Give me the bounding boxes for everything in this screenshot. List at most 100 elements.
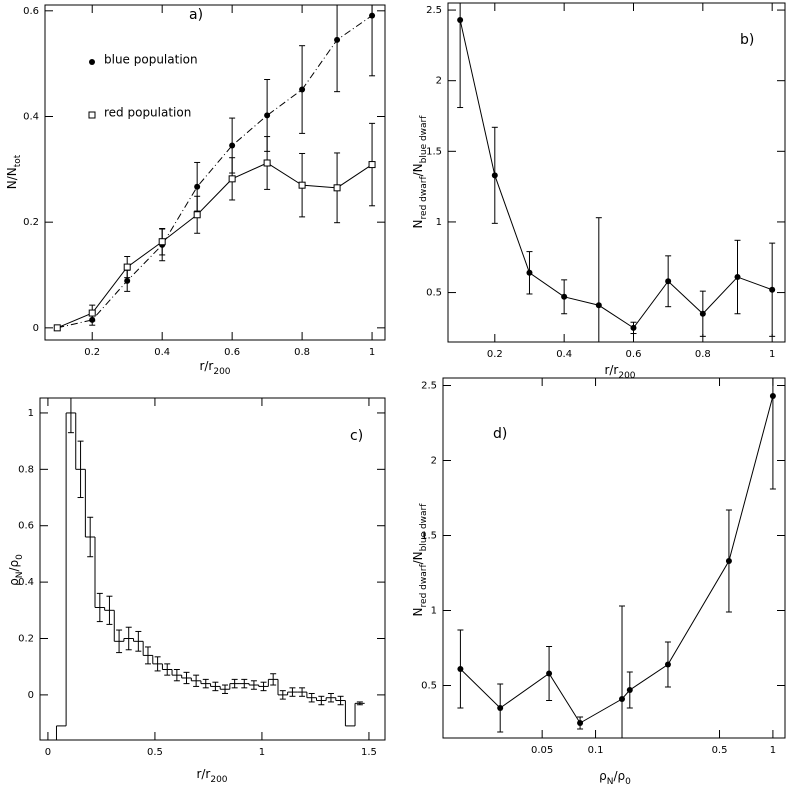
x-axis-label-part: 200 <box>210 775 227 785</box>
series-line <box>57 162 373 329</box>
x-tick-label: 1 <box>770 745 776 756</box>
series-line <box>460 395 774 724</box>
marker <box>457 666 464 672</box>
y-axis-label: Nred dwarf/Nblue dwarf <box>411 115 429 229</box>
x-axis-label-part: 200 <box>618 371 635 381</box>
panel-label: c) <box>350 428 363 444</box>
x-axis-label-part: ρ <box>599 769 607 783</box>
x-axis-label-part: r/r <box>604 363 618 377</box>
marker <box>546 670 553 677</box>
marker <box>88 309 96 317</box>
x-tick-label: 1.5 <box>361 747 377 758</box>
marker <box>626 687 633 693</box>
y-axis-label-part: N <box>411 607 425 616</box>
x-tick-label: 0.1 <box>588 745 604 756</box>
x-tick-label: 1 <box>369 347 375 358</box>
x-axis-label: r/r200 <box>196 767 227 785</box>
x-axis-label-part: 200 <box>213 367 230 377</box>
x-tick-label: 0.8 <box>294 347 310 358</box>
x-tick-label: 0.05 <box>531 745 553 756</box>
y-tick-label: 0 <box>33 323 39 334</box>
plot-frame <box>442 377 786 739</box>
x-tick-label: 0.2 <box>487 349 503 360</box>
y-axis-label-part: tot <box>13 154 23 167</box>
marker <box>368 161 376 169</box>
marker <box>299 86 306 93</box>
x-tick-label: 0.5 <box>147 747 163 758</box>
x-axis-label: r/r200 <box>199 359 230 377</box>
panel: 0.5 1 1.5 2 2.5 0.05 0.1 0.5 1 d) <box>421 377 786 756</box>
marker <box>630 324 637 331</box>
y-tick-label: 0.4 <box>23 111 39 122</box>
marker <box>664 661 671 668</box>
marker <box>228 175 236 183</box>
x-tick-label: 0.5 <box>712 745 728 756</box>
legend-marker <box>89 59 95 65</box>
plot-area <box>55 398 365 740</box>
x-tick-label: 1 <box>259 747 265 758</box>
panel: 0 0.2 0.4 0.6 0.8 1 0 0.5 1 1.5 c) <box>18 397 386 758</box>
plot-area <box>457 3 776 342</box>
legend-label: red population <box>104 106 191 120</box>
y-tick-label: 0.2 <box>18 633 34 644</box>
x-axis-label: r/r200 <box>604 363 635 381</box>
series-line <box>57 15 373 329</box>
marker <box>734 274 741 281</box>
marker <box>665 278 672 285</box>
y-tick-label: 0.4 <box>18 577 34 588</box>
marker <box>561 293 568 300</box>
y-axis-label: Nred dwarf/Nblue dwarf <box>411 503 429 617</box>
x-axis-label-part: 0 <box>625 777 631 785</box>
panel-label: b) <box>740 32 754 48</box>
panel: 0 0.2 0.4 0.6 0.2 0.4 0.6 0.8 1 a) blue population… <box>23 4 386 358</box>
y-axis-label: N/Ntot <box>5 154 23 189</box>
x-tick-label: 0.2 <box>84 347 100 358</box>
y-tick-label: 2 <box>431 456 437 467</box>
legend-label: blue population <box>104 53 198 67</box>
plot-frame <box>39 397 386 741</box>
marker <box>369 12 376 19</box>
x-tick-label: 0 <box>45 747 51 758</box>
x-axis-label-part: r/r <box>199 359 213 373</box>
marker <box>193 211 201 219</box>
y-axis-label-part: 0 <box>15 554 25 560</box>
x-tick-label: 0.4 <box>556 349 572 360</box>
y-axis-label-part: /N <box>411 551 425 564</box>
marker <box>194 183 201 190</box>
y-axis-label-part: /N <box>411 163 425 176</box>
marker <box>124 277 131 284</box>
legend-marker <box>88 111 96 119</box>
x-axis-label-part: /ρ <box>613 769 625 783</box>
x-axis-label-part: r/r <box>196 767 210 781</box>
marker <box>619 696 626 702</box>
y-tick-label: 0 <box>28 690 34 701</box>
panel-label: a) <box>189 7 203 23</box>
plot-frame <box>44 4 386 341</box>
panel: 0.5 1 1.5 2 2.5 0.2 0.4 0.6 0.8 1 b) <box>426 2 786 360</box>
marker <box>699 310 706 317</box>
y-tick-label: 0.5 <box>426 288 442 299</box>
y-tick-label: 2.5 <box>426 5 442 16</box>
y-axis-label: ρN/ρ0 <box>7 554 25 586</box>
y-axis-label-part: red dwarf <box>419 564 429 608</box>
marker <box>595 302 602 309</box>
marker <box>158 238 166 246</box>
x-tick-label: 1 <box>769 349 775 360</box>
x-tick-label: 0.6 <box>626 349 642 360</box>
y-tick-label: 1.5 <box>421 531 437 542</box>
marker <box>264 112 271 119</box>
marker <box>725 558 732 564</box>
x-tick-label: 0.4 <box>154 347 170 358</box>
marker <box>53 324 61 332</box>
y-tick-label: 1.5 <box>426 146 442 157</box>
y-tick-label: 0.6 <box>18 521 34 532</box>
y-tick-label: 0.8 <box>18 464 34 475</box>
y-tick-label: 0.5 <box>421 681 437 692</box>
marker <box>769 286 776 293</box>
y-tick-label: 0.2 <box>23 217 39 228</box>
marker <box>123 263 131 271</box>
x-tick-label: 0.8 <box>695 349 711 360</box>
marker <box>333 184 341 192</box>
x-axis-label: ρN/ρ0 <box>599 769 631 785</box>
